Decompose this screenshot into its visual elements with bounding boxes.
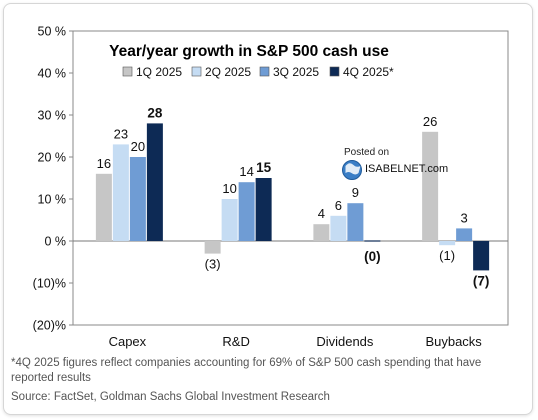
- watermark: Posted on ISABELNET.com: [342, 147, 448, 180]
- legend-label: 4Q 2025*: [343, 65, 394, 79]
- isabelnet-logo-icon: [342, 160, 362, 180]
- y-tick-label: 30 %: [38, 109, 67, 123]
- bar: [473, 241, 490, 271]
- bar: [456, 228, 473, 241]
- y-tick-label: (20)%: [33, 319, 66, 333]
- bars: [95, 123, 490, 271]
- legend-label: 1Q 2025: [136, 65, 182, 79]
- y-tick-label: 0 %: [44, 235, 66, 249]
- y-axis: (20)% (10)% 0 % 10 % 20 % 30 % 40 % 50 %: [33, 25, 508, 333]
- data-label: 20: [131, 139, 145, 154]
- source-line: Source: FactSet, Goldman Sachs Global In…: [11, 391, 330, 403]
- data-label: 26: [423, 114, 437, 129]
- bar: [422, 131, 439, 241]
- x-category-label: R&D: [222, 334, 249, 349]
- data-label: 3: [461, 210, 468, 225]
- data-label: 15: [256, 160, 272, 175]
- y-tick-label: 40 %: [38, 67, 67, 81]
- legend-swatch: [191, 66, 202, 77]
- bar: [204, 241, 221, 254]
- data-label: (7): [473, 273, 490, 288]
- x-axis: Capex R&D Dividends Buybacks: [109, 334, 483, 349]
- bar: [347, 203, 364, 241]
- y-tick-label: 10 %: [38, 193, 67, 207]
- data-label: 14: [239, 164, 253, 179]
- y-tick-label: 20 %: [38, 151, 67, 165]
- legend-swatch: [329, 66, 340, 77]
- data-label: 9: [352, 185, 359, 200]
- legend-swatch: [259, 66, 270, 77]
- watermark-posted-on: Posted on: [344, 147, 389, 158]
- bar: [238, 182, 255, 241]
- bar: [95, 173, 112, 241]
- data-label: (1): [439, 248, 455, 263]
- bar: [313, 224, 330, 241]
- plot-border: [72, 30, 509, 326]
- bar: [221, 199, 238, 241]
- bar: [364, 240, 381, 242]
- plot-area: [72, 30, 509, 326]
- data-label: (3): [205, 257, 221, 272]
- bar: [146, 123, 163, 241]
- y-tick-label: (10)%: [33, 277, 66, 291]
- y-tick-label: 50 %: [38, 25, 67, 39]
- data-label: 28: [147, 105, 163, 120]
- bar-chart: (20)% (10)% 0 % 10 % 20 % 30 % 40 % 50 % 162320…: [33, 25, 509, 349]
- data-label: 10: [222, 181, 236, 196]
- data-label: 4: [318, 206, 325, 221]
- bar: [112, 144, 129, 241]
- data-label: 16: [97, 156, 111, 171]
- legend-label: 3Q 2025: [273, 65, 319, 79]
- bar: [129, 157, 146, 241]
- x-category-label: Buybacks: [425, 334, 482, 349]
- legend: 1Q 2025 2Q 2025 3Q 2025 4Q 2025*: [122, 65, 394, 79]
- x-category-label: Dividends: [316, 334, 374, 349]
- bar: [330, 215, 347, 241]
- bar: [255, 178, 272, 241]
- bar: [439, 241, 456, 246]
- chart-title: Year/year growth in S&P 500 cash use: [109, 43, 389, 60]
- footnote: *4Q 2025 figures reflect companies accou…: [11, 357, 482, 384]
- legend-swatch: [122, 66, 133, 77]
- legend-label: 2Q 2025: [205, 65, 251, 79]
- x-category-label: Capex: [109, 334, 147, 349]
- watermark-site: ISABELNET.com: [365, 163, 448, 175]
- data-label: 6: [335, 198, 342, 213]
- data-label: (0): [364, 249, 381, 264]
- data-label: 23: [114, 126, 128, 141]
